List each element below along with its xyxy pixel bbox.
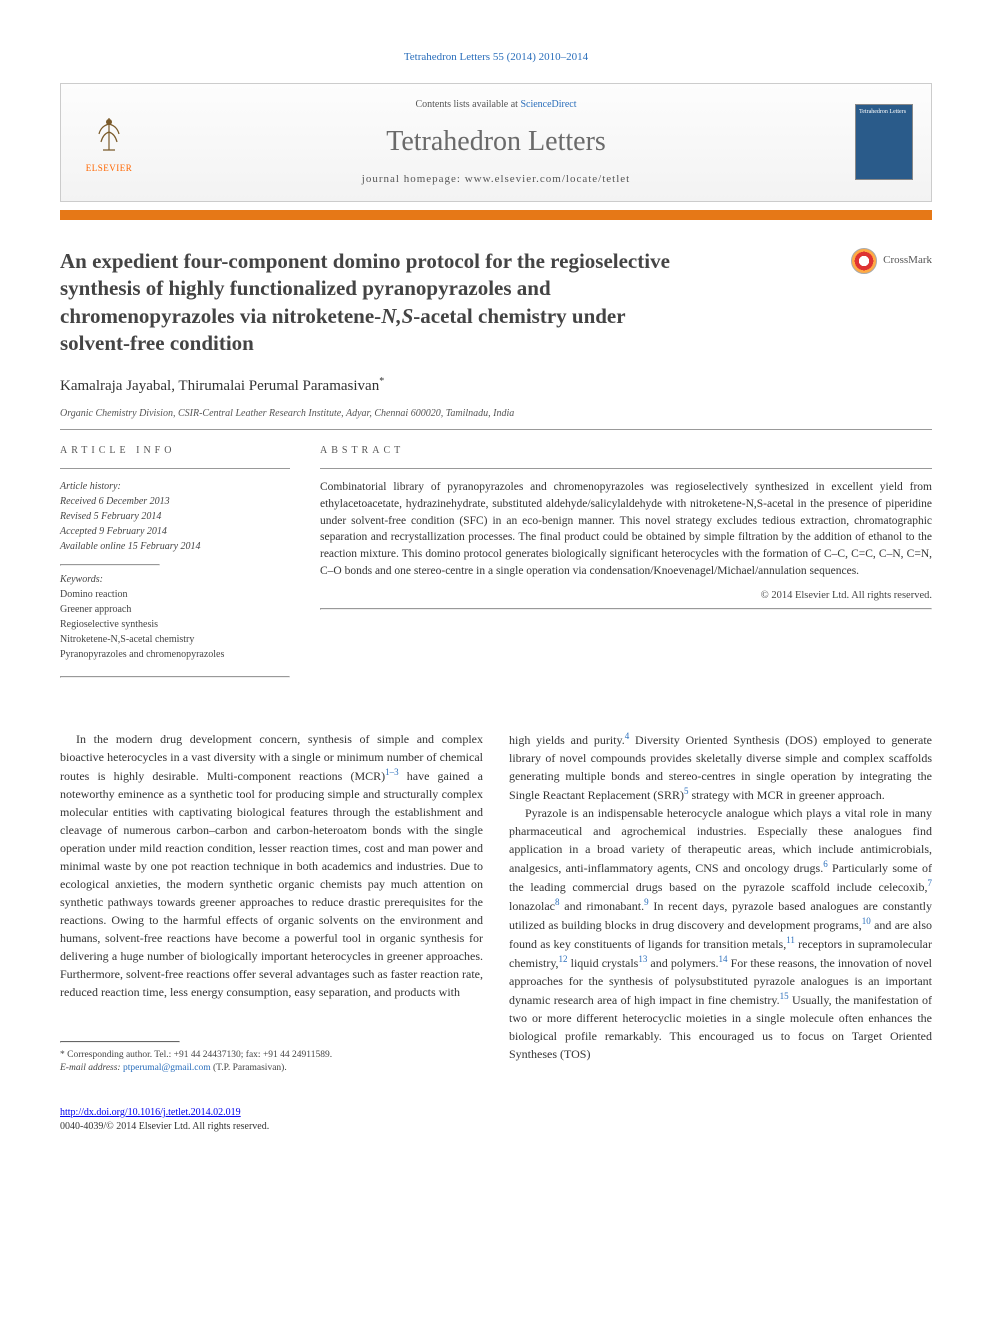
journal-cover-title: Tetrahedron Letters xyxy=(856,105,912,119)
author-names: Kamalraja Jayabal, Thirumalai Perumal Pa… xyxy=(60,378,379,394)
citation-ref[interactable]: 12 xyxy=(559,954,568,964)
citation-ref[interactable]: 1–3 xyxy=(385,767,399,777)
homepage-label: journal homepage: xyxy=(362,173,465,185)
history-label: Article history: xyxy=(60,479,290,494)
keywords: Keywords: Domino reaction Greener approa… xyxy=(60,572,290,662)
keyword-item: Greener approach xyxy=(60,602,290,617)
history-online: Available online 15 February 2014 xyxy=(60,539,290,554)
article-history: Article history: Received 6 December 201… xyxy=(60,479,290,554)
keyword-item: Regioselective synthesis xyxy=(60,617,290,632)
body-column-right: high yields and purity.4 Diversity Orien… xyxy=(509,730,932,1076)
homepage-url[interactable]: www.elsevier.com/locate/tetlet xyxy=(465,173,631,185)
corresponding-author-footnote: * Corresponding author. Tel.: +91 44 244… xyxy=(60,1049,483,1076)
citation-ref[interactable]: 7 xyxy=(928,878,933,888)
abstract-bottom-divider xyxy=(320,608,932,610)
citation-ref[interactable]: 11 xyxy=(786,935,795,945)
page-footer: http://dx.doi.org/10.1016/j.tetlet.2014.… xyxy=(60,1106,932,1134)
abstract-heading: ABSTRACT xyxy=(320,430,932,469)
journal-header: ELSEVIER Tetrahedron Letters Contents li… xyxy=(60,83,932,202)
body-paragraph: Pyrazole is an indispensable heterocycle… xyxy=(509,804,932,1063)
citation-ref[interactable]: 10 xyxy=(862,916,871,926)
history-revised: Revised 5 February 2014 xyxy=(60,509,290,524)
citation-ref[interactable]: 15 xyxy=(780,991,789,1001)
contents-line: Contents lists available at ScienceDirec… xyxy=(79,98,913,112)
footnote-corr: * Corresponding author. Tel.: +91 44 244… xyxy=(60,1049,483,1062)
email-link[interactable]: ptperumal@gmail.com xyxy=(123,1063,211,1073)
article-info-column: ARTICLE INFO Article history: Received 6… xyxy=(60,430,290,684)
body-text: liquid crystals xyxy=(568,956,639,970)
doi-link[interactable]: http://dx.doi.org/10.1016/j.tetlet.2014.… xyxy=(60,1107,241,1118)
keywords-label: Keywords: xyxy=(60,572,290,587)
body-text: and polymers. xyxy=(647,956,718,970)
body-text: lonazolac xyxy=(509,899,555,913)
body-text: and rimonabant. xyxy=(559,899,644,913)
keyword-item: Pyranopyrazoles and chromenopyrazoles xyxy=(60,647,290,662)
journal-name: Tetrahedron Letters xyxy=(79,122,913,161)
crossmark-icon xyxy=(851,248,877,274)
elsevier-tree-icon xyxy=(89,114,129,154)
history-received: Received 6 December 2013 xyxy=(60,494,290,509)
article-title: An expedient four-component domino proto… xyxy=(60,248,700,357)
citation-ref[interactable]: 13 xyxy=(638,954,647,964)
authors: Kamalraja Jayabal, Thirumalai Perumal Pa… xyxy=(60,375,932,397)
contents-label: Contents lists available at xyxy=(415,99,520,110)
history-accepted: Accepted 9 February 2014 xyxy=(60,524,290,539)
journal-homepage: journal homepage: www.elsevier.com/locat… xyxy=(79,172,913,187)
keyword-item: Nitroketene-N,S-acetal chemistry xyxy=(60,632,290,647)
keywords-divider xyxy=(60,564,160,566)
body-column-left: In the modern drug development concern, … xyxy=(60,730,483,1076)
title-italic: N,S xyxy=(381,304,413,328)
crossmark-badge[interactable]: CrossMark xyxy=(851,248,932,274)
keyword-item: Domino reaction xyxy=(60,587,290,602)
abstract-text: Combinatorial library of pyranopyrazoles… xyxy=(320,479,932,579)
citation-line: Tetrahedron Letters 55 (2014) 2010–2014 xyxy=(60,50,932,65)
issn-line: 0040-4039/© 2014 Elsevier Ltd. All right… xyxy=(60,1120,932,1134)
email-post: (T.P. Paramasivan). xyxy=(211,1063,287,1073)
article-info-heading: ARTICLE INFO xyxy=(60,430,290,469)
citation-ref[interactable]: 14 xyxy=(719,954,728,964)
email-label: E-mail address: xyxy=(60,1063,123,1073)
copyright-line: © 2014 Elsevier Ltd. All rights reserved… xyxy=(320,589,932,604)
affiliation: Organic Chemistry Division, CSIR-Central… xyxy=(60,407,932,421)
crossmark-label: CrossMark xyxy=(883,253,932,268)
abstract-column: ABSTRACT Combinatorial library of pyrano… xyxy=(320,430,932,684)
sciencedirect-link[interactable]: ScienceDirect xyxy=(520,99,576,110)
body-paragraph: In the modern drug development concern, … xyxy=(60,730,483,1001)
body-columns: In the modern drug development concern, … xyxy=(60,730,932,1076)
info-bottom-divider xyxy=(60,676,290,678)
body-paragraph: high yields and purity.4 Diversity Orien… xyxy=(509,730,932,804)
elsevier-logo: ELSEVIER xyxy=(79,114,139,174)
corresponding-mark: * xyxy=(379,376,384,387)
body-text: high yields and purity. xyxy=(509,733,625,747)
body-text: strategy with MCR in greener approach. xyxy=(688,788,884,802)
footnote-divider xyxy=(60,1041,180,1043)
elsevier-text: ELSEVIER xyxy=(79,162,139,175)
orange-divider-bar xyxy=(60,210,932,220)
body-text: have gained a noteworthy eminence as a s… xyxy=(60,769,483,999)
page: Tetrahedron Letters 55 (2014) 2010–2014 … xyxy=(0,0,992,1174)
journal-cover-thumbnail: Tetrahedron Letters xyxy=(855,104,913,180)
